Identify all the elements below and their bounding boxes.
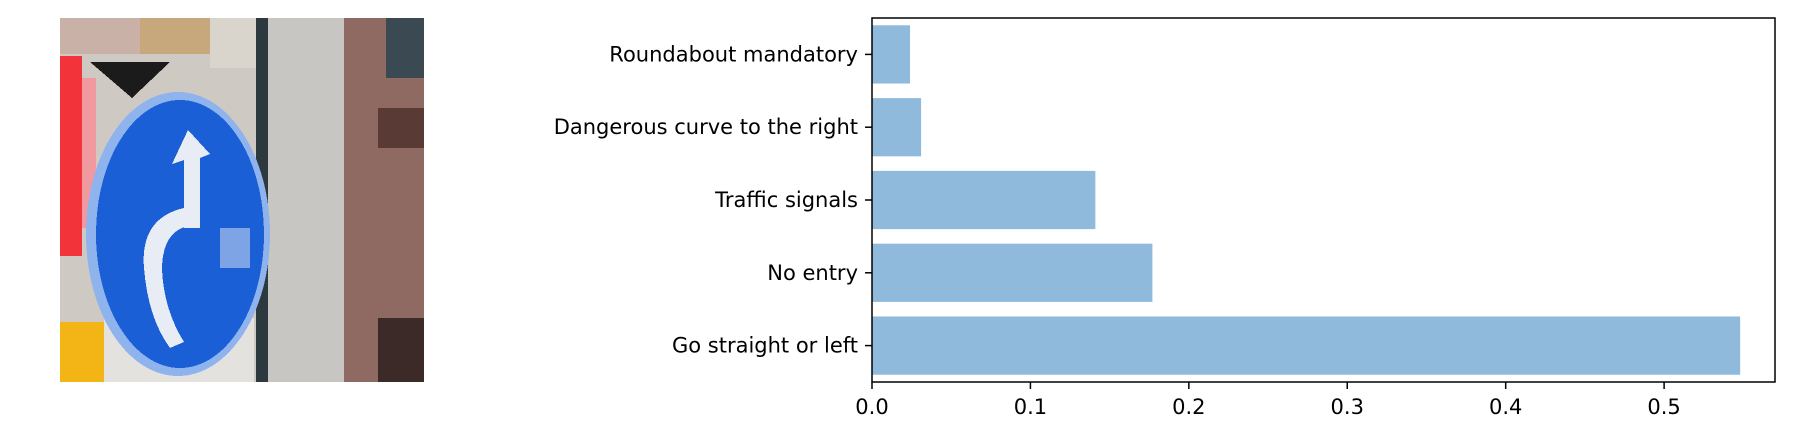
sign-disc [96, 100, 264, 368]
sign-arrow-left [143, 208, 188, 348]
x-tick-label: 0.3 [1331, 395, 1364, 419]
plot-frame [871, 17, 1776, 383]
bar-1 [872, 243, 1153, 302]
x-tick-label: 0.1 [1014, 395, 1047, 419]
traffic-sign-image [60, 18, 424, 382]
traffic-sign-picture [60, 18, 424, 382]
y-tick-label: Roundabout mandatory [609, 42, 858, 66]
x-ticks-group: 0.0 0.1 0.2 0.3 0.4 0.5 [855, 382, 1681, 419]
y-tick-label: Traffic signals [714, 188, 858, 212]
x-tick-label: 0.5 [1647, 395, 1680, 419]
x-tick-label: 0.4 [1489, 395, 1522, 419]
y-ticks-group: Go straight or left No entry Traffic signa… [554, 42, 872, 358]
bars-group [872, 25, 1741, 375]
bar-0 [872, 316, 1741, 375]
bar-2 [872, 170, 1096, 230]
sign-highlight [220, 228, 250, 268]
bg-dark-shape [90, 62, 170, 98]
y-tick-label: Dangerous curve to the right [554, 115, 858, 139]
yellow-patch [60, 322, 104, 382]
x-tick-label: 0.0 [855, 395, 888, 419]
sign-arrow-straight [172, 130, 210, 228]
bg-top-light [210, 18, 260, 68]
bg-top-mid [140, 18, 210, 54]
building-window [386, 18, 424, 78]
bg-top-left [60, 18, 140, 54]
red-sign-edge [60, 56, 82, 256]
building-dark-1 [378, 108, 424, 148]
bar-4 [872, 25, 911, 84]
building-dark-2 [378, 318, 424, 382]
y-tick-label: Go straight or left [672, 334, 858, 358]
pole [268, 18, 344, 382]
y-tick-label: No entry [767, 261, 858, 285]
bar-3 [872, 98, 922, 157]
x-tick-label: 0.2 [1172, 395, 1205, 419]
